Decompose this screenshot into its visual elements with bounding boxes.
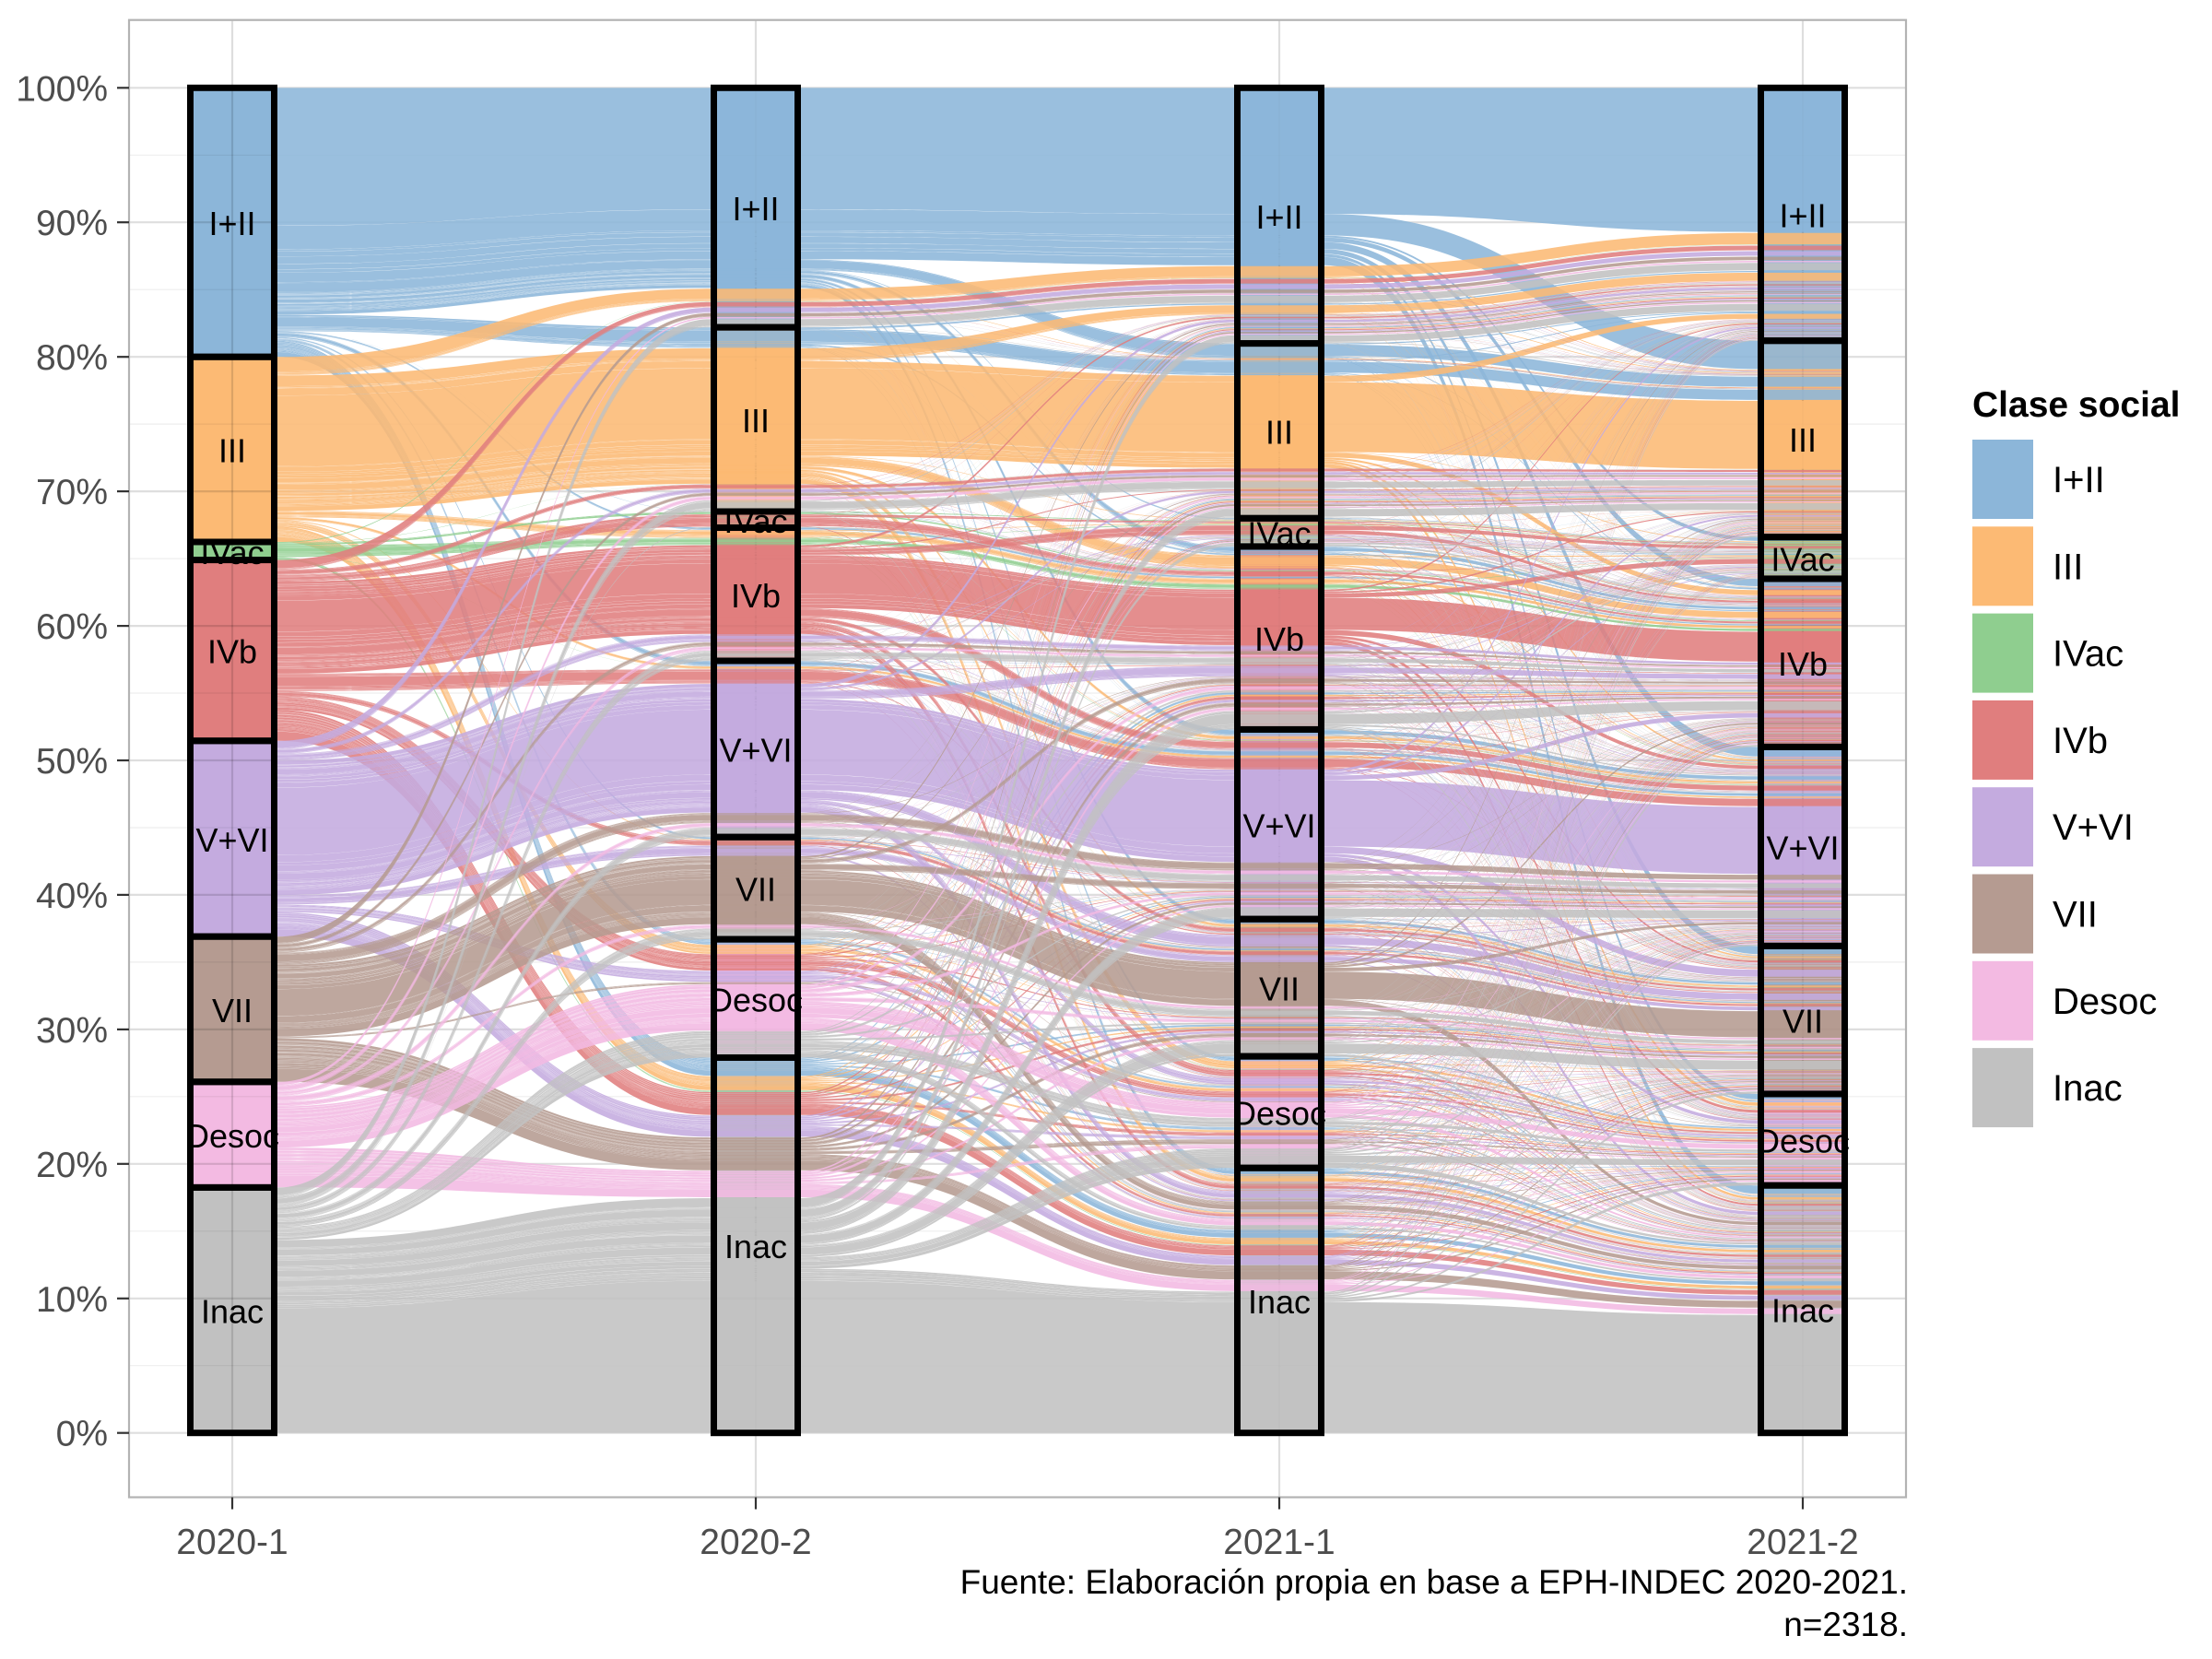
svg-text:40%: 40% <box>36 877 108 916</box>
svg-text:IVac: IVac <box>724 502 787 540</box>
svg-text:V+VI: V+VI <box>2053 807 2134 848</box>
svg-text:30%: 30% <box>36 1011 108 1051</box>
svg-text:V+VI: V+VI <box>1766 829 1839 866</box>
svg-text:I+II: I+II <box>732 190 779 228</box>
svg-text:Inac: Inac <box>201 1293 264 1331</box>
svg-text:I+II: I+II <box>2053 460 2105 500</box>
svg-text:I+II: I+II <box>1255 198 1302 236</box>
svg-text:n=2318.: n=2318. <box>1783 1606 1908 1643</box>
svg-text:VII: VII <box>735 871 776 909</box>
svg-text:III: III <box>1789 421 1817 459</box>
svg-text:Clase social: Clase social <box>1972 385 2180 425</box>
svg-text:Inac: Inac <box>724 1228 787 1265</box>
svg-text:III: III <box>1265 413 1293 451</box>
svg-text:IVac: IVac <box>1247 515 1311 553</box>
svg-text:2021-2: 2021-2 <box>1747 1523 1858 1562</box>
svg-text:Inac: Inac <box>1248 1283 1311 1321</box>
svg-text:70%: 70% <box>36 473 108 512</box>
svg-text:Desoc: Desoc <box>709 981 803 1018</box>
svg-text:50%: 50% <box>36 742 108 782</box>
svg-text:Desoc: Desoc <box>1756 1123 1850 1160</box>
svg-text:100%: 100% <box>16 69 108 109</box>
svg-text:Inac: Inac <box>1771 1291 1834 1329</box>
svg-text:2020-1: 2020-1 <box>176 1523 288 1562</box>
svg-text:IVb: IVb <box>2053 721 2108 761</box>
svg-text:IVb: IVb <box>731 577 781 615</box>
svg-text:IVac: IVac <box>1771 540 1834 578</box>
svg-text:IVb: IVb <box>207 633 257 671</box>
svg-text:Fuente: Elaboración propia en: Fuente: Elaboración propia en base a EPH… <box>960 1563 1908 1601</box>
svg-text:VII: VII <box>1783 1003 1823 1041</box>
svg-text:80%: 80% <box>36 338 108 378</box>
svg-text:20%: 20% <box>36 1146 108 1185</box>
svg-text:Desoc: Desoc <box>1232 1095 1326 1133</box>
svg-text:III: III <box>2053 547 2083 587</box>
svg-text:2021-1: 2021-1 <box>1223 1523 1335 1562</box>
svg-text:10%: 10% <box>36 1280 108 1320</box>
svg-text:I+II: I+II <box>1779 197 1826 235</box>
svg-text:2020-2: 2020-2 <box>700 1523 811 1562</box>
svg-text:90%: 90% <box>36 204 108 243</box>
svg-text:IVb: IVb <box>1254 620 1304 658</box>
svg-text:IVac: IVac <box>200 534 264 571</box>
svg-text:0%: 0% <box>56 1415 108 1454</box>
svg-text:V+VI: V+VI <box>719 732 792 770</box>
svg-text:III: III <box>218 432 246 470</box>
svg-text:V+VI: V+VI <box>195 821 268 859</box>
svg-text:Inac: Inac <box>2053 1068 2123 1109</box>
svg-text:VII: VII <box>1259 971 1300 1008</box>
svg-text:I+II: I+II <box>208 205 255 242</box>
svg-text:Desoc: Desoc <box>2053 982 2157 1022</box>
svg-text:VII: VII <box>2053 895 2098 935</box>
svg-text:IVac: IVac <box>2053 634 2124 675</box>
svg-text:IVb: IVb <box>1778 645 1828 683</box>
svg-text:Desoc: Desoc <box>185 1117 279 1155</box>
svg-text:60%: 60% <box>36 607 108 647</box>
svg-text:VII: VII <box>212 992 253 1030</box>
svg-text:III: III <box>742 402 770 440</box>
svg-text:V+VI: V+VI <box>1242 806 1315 844</box>
